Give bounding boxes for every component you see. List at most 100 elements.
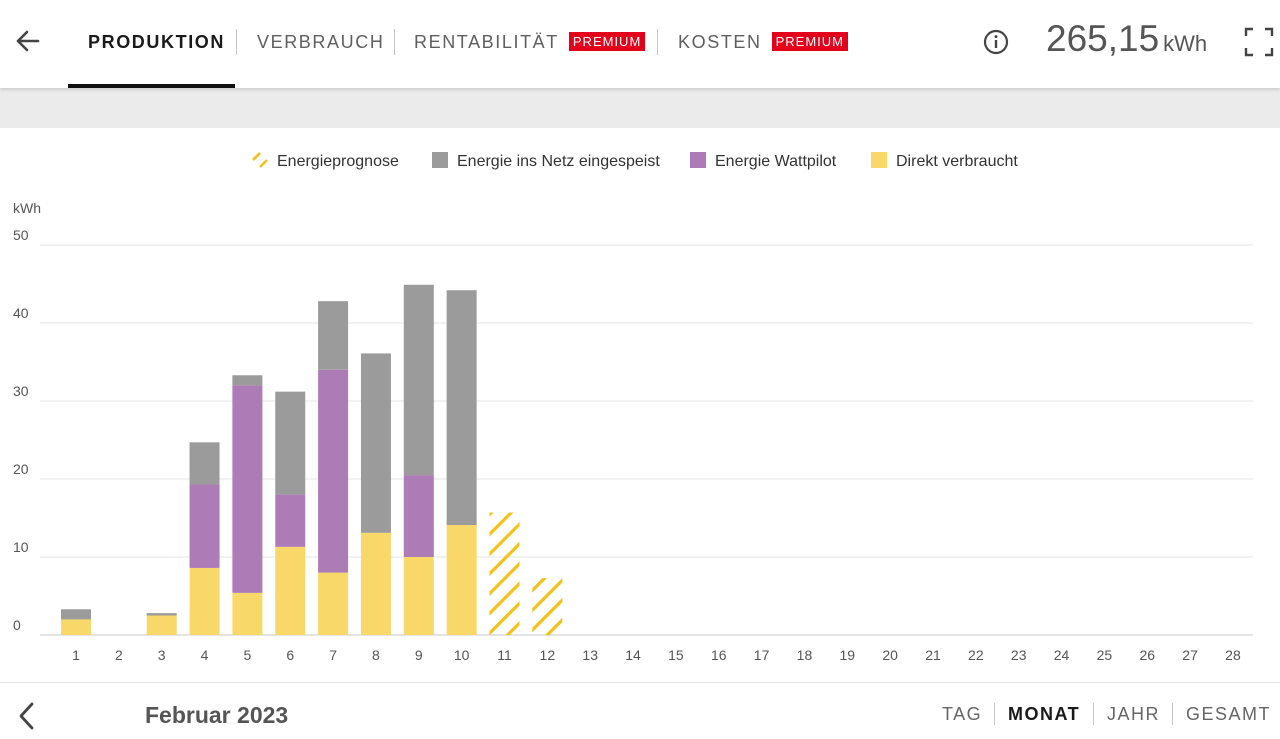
legend-item-energieprognose[interactable]: Energieprognose [252, 150, 399, 174]
legend-item-netz[interactable]: Energie ins Netz eingespeist [432, 150, 660, 174]
y-tick-label: 0 [13, 617, 21, 633]
bar-direkt-day-4[interactable] [189, 567, 220, 635]
bar-wattpilot-day-4[interactable] [189, 484, 220, 568]
bar-direkt-day-7[interactable] [318, 572, 349, 635]
legend-swatch [690, 152, 706, 168]
x-tick-label: 17 [754, 647, 770, 663]
bar-direkt-day-3[interactable] [146, 615, 177, 636]
legend-item-wattpilot[interactable]: Energie Wattpilot [690, 150, 836, 174]
bar-netz-day-10[interactable] [446, 290, 477, 526]
legend-label: Energie ins Netz eingespeist [457, 153, 660, 170]
tab-label: KOSTEN [678, 32, 762, 52]
bar-netz-day-8[interactable] [360, 353, 391, 533]
legend-item-direkt[interactable]: Direkt verbraucht [871, 150, 1018, 174]
x-tick-label: 9 [415, 647, 423, 663]
top-bar: PRODUKTION VERBRAUCH RENTABILITÄT PREMIUM… [0, 0, 1280, 88]
info-button[interactable] [982, 28, 1010, 56]
tab-label: RENTABILITÄT [414, 32, 559, 52]
legend-label: Direkt verbraucht [896, 153, 1018, 170]
bar-netz-day-3[interactable] [146, 613, 177, 616]
tab-kosten[interactable]: KOSTEN PREMIUM [678, 0, 849, 84]
bar-direkt-day-8[interactable] [360, 532, 391, 635]
x-tick-label: 28 [1225, 647, 1241, 663]
tab-rentabilitaet[interactable]: RENTABILITÄT PREMIUM [414, 0, 646, 84]
premium-badge: PREMIUM [568, 32, 646, 51]
tab-divider [394, 29, 395, 55]
legend-swatch [871, 152, 887, 168]
bar-prognose-day-12[interactable] [532, 578, 563, 635]
arrow-left-icon [16, 30, 40, 52]
tab-verbrauch[interactable]: VERBRAUCH [257, 0, 384, 84]
tab-produktion[interactable]: PRODUKTION [88, 0, 225, 84]
x-tick-label: 16 [711, 647, 727, 663]
legend-swatch [432, 152, 448, 168]
tab-divider [657, 29, 658, 55]
fullscreen-button[interactable] [1243, 26, 1275, 58]
back-button[interactable] [12, 22, 46, 60]
bar-netz-day-9[interactable] [403, 284, 434, 476]
bar-wattpilot-day-9[interactable] [403, 475, 434, 557]
bar-direkt-day-1[interactable] [61, 619, 91, 635]
x-tick-label: 7 [329, 647, 337, 663]
chart-legend: Energieprognose Energie ins Netz eingesp… [0, 150, 1280, 174]
y-tick-label: 50 [13, 227, 29, 243]
x-tick-label: 5 [244, 647, 252, 663]
legend-hatch-swatch [252, 152, 268, 168]
bar-direkt-day-9[interactable] [403, 557, 434, 635]
x-tick-label: 25 [1097, 647, 1113, 663]
x-tick-label: 4 [201, 647, 209, 663]
y-axis-unit: kWh [13, 200, 41, 216]
footer-divider [0, 682, 1280, 683]
bar-netz-day-1[interactable] [61, 609, 91, 620]
x-tick-label: 20 [882, 647, 898, 663]
active-tab-indicator [68, 84, 235, 88]
x-tick-label: 2 [115, 647, 123, 663]
bar-netz-day-7[interactable] [318, 301, 349, 370]
bar-direkt-day-5[interactable] [232, 592, 263, 635]
x-tick-label: 24 [1054, 647, 1070, 663]
range-gesamt[interactable]: GESAMT [1186, 704, 1272, 724]
x-tick-label: 22 [968, 647, 984, 663]
y-tick-label: 20 [13, 461, 29, 477]
x-tick-label: 18 [797, 647, 813, 663]
fullscreen-icon [1244, 27, 1274, 57]
total-unit: kWh [1163, 31, 1208, 56]
info-icon [983, 29, 1009, 55]
x-tick-label: 21 [925, 647, 941, 663]
x-tick-label: 10 [454, 647, 470, 663]
bar-wattpilot-day-7[interactable] [318, 369, 349, 573]
total-energy: 265,15 kWh [1046, 18, 1207, 60]
x-tick-label: 3 [158, 647, 166, 663]
bar-netz-day-4[interactable] [189, 442, 220, 485]
summary-band [0, 88, 1280, 128]
bar-netz-day-5[interactable] [232, 375, 263, 386]
range-divider [1172, 703, 1173, 725]
range-tag[interactable]: TAG [942, 704, 983, 724]
premium-badge: PREMIUM [771, 32, 849, 51]
range-monat[interactable]: MONAT [1008, 704, 1081, 724]
x-tick-label: 13 [582, 647, 598, 663]
bar-wattpilot-day-5[interactable] [232, 385, 263, 593]
bar-netz-day-6[interactable] [275, 391, 306, 495]
x-tick-label: 6 [286, 647, 294, 663]
x-tick-label: 23 [1011, 647, 1027, 663]
bar-prognose-day-11[interactable] [489, 512, 520, 635]
x-tick-label: 27 [1182, 647, 1198, 663]
x-tick-label: 19 [840, 647, 856, 663]
x-tick-label: 11 [497, 647, 512, 663]
tab-divider [236, 29, 237, 55]
previous-period-button[interactable] [12, 698, 42, 734]
tab-label: VERBRAUCH [257, 32, 385, 52]
x-tick-label: 15 [668, 647, 684, 663]
legend-label: Energieprognose [277, 153, 399, 170]
range-jahr[interactable]: JAHR [1107, 704, 1161, 724]
chevron-left-icon [19, 702, 34, 730]
x-tick-label: 14 [625, 647, 641, 663]
bar-direkt-day-6[interactable] [275, 546, 306, 635]
bar-wattpilot-day-6[interactable] [275, 494, 306, 547]
x-tick-label: 1 [72, 647, 80, 663]
bar-direkt-day-10[interactable] [446, 525, 477, 635]
y-tick-label: 40 [13, 305, 29, 321]
y-tick-label: 10 [13, 539, 29, 555]
